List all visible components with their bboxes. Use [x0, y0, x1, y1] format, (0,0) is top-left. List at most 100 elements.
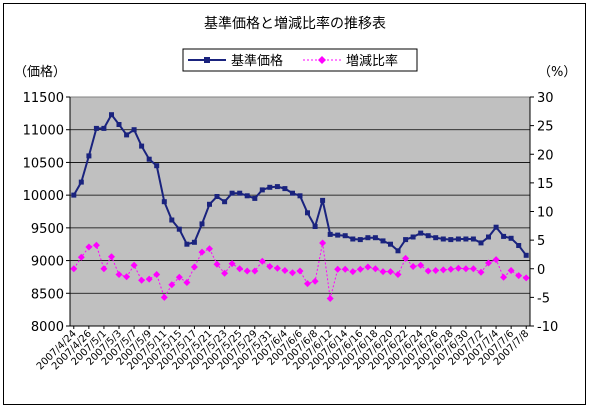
rate-point — [507, 267, 515, 274]
rate-point — [515, 272, 523, 280]
legend-label-price: 基準価格 — [231, 53, 283, 69]
price-point — [470, 236, 476, 242]
rate-point — [108, 253, 115, 261]
y-right-tick-label: 0 — [537, 263, 545, 278]
rate-point — [251, 267, 259, 275]
rate-point — [402, 254, 410, 262]
rate-point — [522, 274, 530, 282]
price-point — [350, 236, 356, 242]
price-point — [501, 233, 507, 239]
rate-point — [70, 265, 78, 273]
rate-point — [417, 261, 425, 269]
price-point — [237, 190, 243, 196]
rate-point — [477, 268, 485, 276]
rate-point — [77, 253, 85, 261]
price-point — [433, 235, 439, 241]
y-left-tick-label: 9500 — [31, 222, 64, 237]
y-right-tick-label: 20 — [537, 148, 554, 163]
price-point — [357, 237, 363, 243]
rate-point — [349, 268, 357, 276]
price-point — [320, 197, 326, 203]
x-ticks: 2007/4/242007/4/262007/5/12007/5/32007/5… — [35, 325, 531, 372]
rate-point — [145, 275, 153, 283]
price-point — [101, 125, 107, 131]
price-point — [290, 190, 295, 196]
rate-point — [289, 269, 296, 277]
price-point — [523, 252, 529, 258]
rate-point — [492, 256, 500, 264]
rate-point — [153, 271, 161, 278]
y-left-tick-label: 10000 — [23, 189, 64, 204]
rate-point — [364, 263, 372, 271]
price-point — [154, 163, 160, 169]
price-point — [78, 179, 84, 185]
series-rate — [70, 239, 530, 302]
rate-point — [273, 264, 281, 272]
rate-point — [228, 260, 236, 268]
rate-point — [183, 279, 191, 286]
price-point — [463, 236, 469, 242]
price-point — [109, 112, 114, 118]
rate-point — [296, 267, 304, 275]
price-point — [244, 193, 250, 199]
price-point — [410, 234, 416, 240]
rate-point — [454, 264, 462, 272]
price-point — [380, 238, 386, 244]
y-right-tick-label: 15 — [537, 177, 554, 192]
price-point — [455, 236, 461, 242]
rate-point — [304, 280, 311, 288]
price-point — [372, 235, 378, 241]
price-point — [342, 233, 348, 239]
price-point — [418, 230, 424, 236]
price-point — [388, 241, 393, 247]
y-right-tick-label: 10 — [537, 206, 554, 221]
rate-point — [198, 248, 206, 256]
rate-point — [243, 267, 251, 275]
price-point — [327, 231, 333, 237]
rate-point — [462, 265, 470, 273]
price-point — [516, 243, 522, 248]
y-left-tick-label: 8500 — [31, 287, 64, 302]
rate-point — [175, 273, 183, 281]
rate-point — [160, 293, 168, 301]
price-point — [191, 239, 197, 245]
price-point — [282, 186, 288, 192]
price-point — [161, 199, 167, 205]
price-point — [169, 217, 175, 223]
rate-point — [356, 265, 364, 273]
price-point — [335, 232, 341, 238]
y-left-axis-label: （価格） — [14, 64, 66, 80]
y-left-tick-label: 8000 — [31, 320, 64, 335]
rate-point — [319, 239, 327, 247]
price-point — [486, 234, 491, 240]
price-point — [116, 122, 122, 127]
rate-point — [258, 257, 266, 265]
price-point — [365, 235, 371, 241]
price-point — [395, 248, 401, 254]
rate-point — [213, 260, 221, 268]
chart-title: 基準価格と増減比率の推移表 — [204, 15, 386, 32]
legend-marker-price — [204, 57, 210, 63]
rate-point — [236, 265, 244, 273]
price-point — [184, 241, 190, 247]
rate-point — [100, 265, 108, 273]
price-point — [274, 184, 280, 190]
price-point — [267, 184, 273, 190]
rate-point — [379, 268, 387, 276]
price-point — [252, 195, 258, 201]
price-point — [493, 224, 499, 230]
price-point — [425, 233, 431, 239]
rate-point — [266, 263, 274, 270]
y-right-tick-label: -10 — [537, 320, 558, 335]
price-point — [86, 153, 92, 159]
rate-point — [409, 263, 417, 270]
price-point — [259, 187, 265, 193]
price-point — [176, 226, 182, 232]
price-point — [312, 224, 318, 229]
y-right-tick-label: 30 — [537, 91, 554, 106]
rate-point — [206, 245, 213, 253]
rate-point — [311, 277, 319, 285]
y-left-tick-label: 11500 — [23, 91, 64, 106]
y-left-ticks: 8000 8500 9000 9500 10000 10500 11000 11500 — [23, 91, 71, 335]
series-price — [71, 112, 529, 258]
